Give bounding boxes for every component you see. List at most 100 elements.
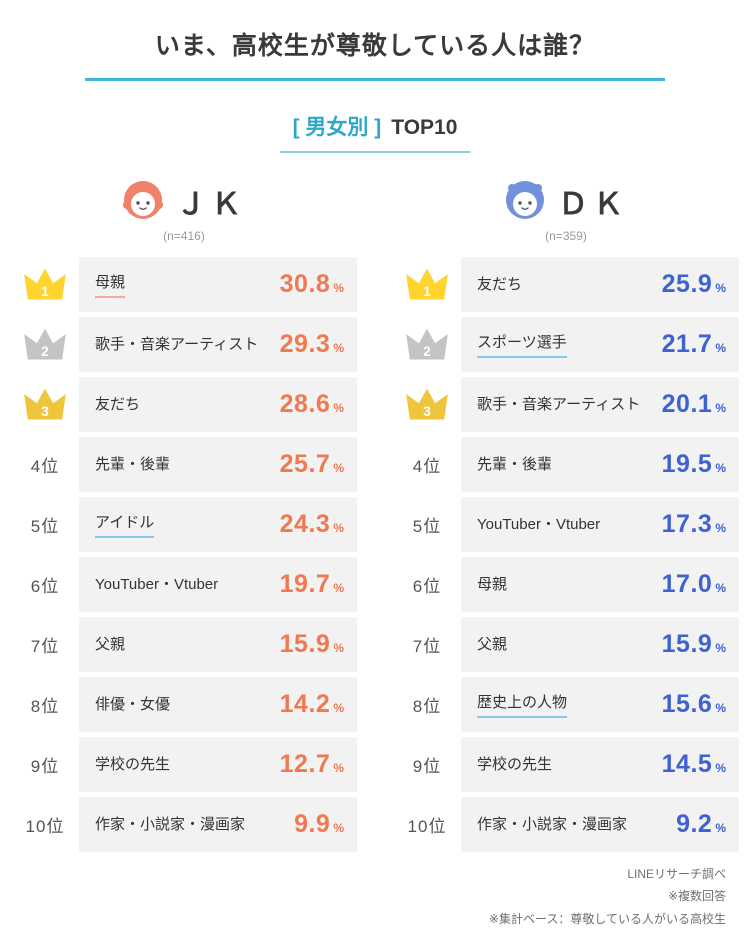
rank-label: 4位 <box>30 457 60 476</box>
rank-row: 5位 YouTuber・Vtuber 17.3% <box>393 497 739 552</box>
page-title: いま、高校生が尊敬している人は誰？ <box>154 32 596 60</box>
rank-row: 1 友だち 25.9% <box>393 257 739 312</box>
subtitle-underline <box>280 151 470 153</box>
rank-row: 6位 YouTuber・Vtuber 19.7% <box>11 557 357 612</box>
rank-row: 9位 学校の先生 14.5% <box>393 737 739 792</box>
item-label: 俳優・女優 <box>95 696 171 713</box>
rank-number: 2 <box>41 343 49 358</box>
item-label: 先輩・後輩 <box>477 456 553 473</box>
percent-value: 9.2% <box>676 810 726 838</box>
item-label: 母親 <box>95 271 126 298</box>
dk-ranking-list: 1 友だち 25.9% 2 <box>393 257 739 852</box>
rank-row: 5位 アイドル 24.3% <box>11 497 357 552</box>
dk-column: ＤＫ (n=359) 1 友だち 25.9% <box>393 175 739 852</box>
rank-row: 3 友だち 28.6% <box>11 377 357 432</box>
rank-label: 6位 <box>412 577 442 596</box>
crown-gold-icon: 1 <box>24 268 66 299</box>
rank-row: 10位 作家・小説家・漫画家 9.9% <box>11 797 357 852</box>
percent-value: 19.5% <box>661 450 726 478</box>
rank-number: 3 <box>41 403 49 418</box>
percent-value: 20.1% <box>661 390 726 418</box>
subtitle-bracketed: [ 男女別 ] <box>292 116 382 139</box>
rank-row: 9位 学校の先生 12.7% <box>11 737 357 792</box>
rank-row: 7位 父親 15.9% <box>393 617 739 672</box>
crown-silver-icon: 2 <box>24 328 66 359</box>
crown-bronze-icon: 3 <box>406 388 448 419</box>
item-label: 母親 <box>477 576 508 593</box>
percent-value: 24.3% <box>279 510 344 538</box>
rank-label: 7位 <box>412 637 442 656</box>
item-label: 友だち <box>477 276 523 293</box>
percent-value: 15.9% <box>279 630 344 658</box>
footer-note-multiple: ※複数回答 <box>667 889 726 904</box>
boy-face-icon <box>506 181 544 219</box>
rank-label: 5位 <box>412 517 442 536</box>
rank-row: 6位 母親 17.0% <box>393 557 739 612</box>
percent-value: 17.3% <box>661 510 726 538</box>
girl-face-icon <box>123 181 163 219</box>
footer-source: LINEリサーチ調べ <box>627 866 726 881</box>
rank-label: 8位 <box>30 697 60 716</box>
rank-number: 1 <box>423 283 431 298</box>
item-label: 学校の先生 <box>477 756 553 773</box>
ranking-columns: ＪＫ (n=416) 1 母親 30.8% <box>0 175 750 852</box>
percent-value: 12.7% <box>279 750 344 778</box>
rank-row: 1 母親 30.8% <box>11 257 357 312</box>
subtitle-top10: TOP10 <box>391 116 458 139</box>
item-label: 歌手・音楽アーティスト <box>95 336 259 353</box>
crown-gold-icon: 1 <box>406 268 448 299</box>
rank-label: 7位 <box>30 637 60 656</box>
rank-label: 10位 <box>25 817 65 836</box>
percent-value: 9.9% <box>294 810 344 838</box>
rank-label: 8位 <box>412 697 442 716</box>
rank-row: 8位 俳優・女優 14.2% <box>11 677 357 732</box>
rank-row: 2 歌手・音楽アーティスト 29.3% <box>11 317 357 372</box>
rank-label: 5位 <box>30 517 60 536</box>
item-label: アイドル <box>95 511 155 538</box>
percent-value: 15.6% <box>661 690 726 718</box>
percent-value: 19.7% <box>279 570 344 598</box>
dk-header: ＤＫ <box>393 175 739 227</box>
item-label: YouTuber・Vtuber <box>477 516 601 533</box>
rank-number: 3 <box>423 403 431 418</box>
jk-group-name: ＪＫ <box>176 188 246 221</box>
percent-value: 30.8% <box>279 270 344 298</box>
rank-label: 9位 <box>30 757 60 776</box>
jk-header: ＪＫ <box>11 175 357 227</box>
percent-value: 14.2% <box>279 690 344 718</box>
percent-value: 17.0% <box>661 570 726 598</box>
percent-value: 25.7% <box>279 450 344 478</box>
item-label: スポーツ選手 <box>477 331 567 358</box>
item-label: 作家・小説家・漫画家 <box>95 816 246 833</box>
crown-silver-icon: 2 <box>406 328 448 359</box>
item-label: 先輩・後輩 <box>95 456 171 473</box>
footer-note-base: ※集計ベース：尊敬している人がいる高校生 <box>488 912 726 927</box>
rank-row: 8位 歴史上の人物 15.6% <box>393 677 739 732</box>
crown-bronze-icon: 3 <box>24 388 66 419</box>
rank-label: 10位 <box>407 817 447 836</box>
rank-row: 2 スポーツ選手 21.7% <box>393 317 739 372</box>
rank-row: 4位 先輩・後輩 19.5% <box>393 437 739 492</box>
percent-value: 29.3% <box>279 330 344 358</box>
title-underline <box>85 78 665 81</box>
dk-group-name: ＤＫ <box>558 188 628 221</box>
footer-notes: LINEリサーチ調べ ※複数回答 ※集計ベース：尊敬している人がいる高校生 <box>489 863 726 931</box>
percent-value: 15.9% <box>661 630 726 658</box>
dk-sample-size: (n=359) <box>545 229 587 243</box>
rank-row: 10位 作家・小説家・漫画家 9.2% <box>393 797 739 852</box>
percent-value: 25.9% <box>661 270 726 298</box>
item-label: 友だち <box>95 396 141 413</box>
jk-column: ＪＫ (n=416) 1 母親 30.8% <box>11 175 357 852</box>
item-label: 父親 <box>95 636 126 653</box>
item-label: 歴史上の人物 <box>477 691 568 718</box>
rank-row: 7位 父親 15.9% <box>11 617 357 672</box>
item-label: 作家・小説家・漫画家 <box>477 816 628 833</box>
jk-sample-size: (n=416) <box>163 229 205 243</box>
rank-label: 6位 <box>30 577 60 596</box>
jk-ranking-list: 1 母親 30.8% 2 <box>11 257 357 852</box>
item-label: YouTuber・Vtuber <box>95 576 219 593</box>
rank-label: 4位 <box>412 457 442 476</box>
rank-label: 9位 <box>412 757 442 776</box>
rank-number: 1 <box>41 283 49 298</box>
